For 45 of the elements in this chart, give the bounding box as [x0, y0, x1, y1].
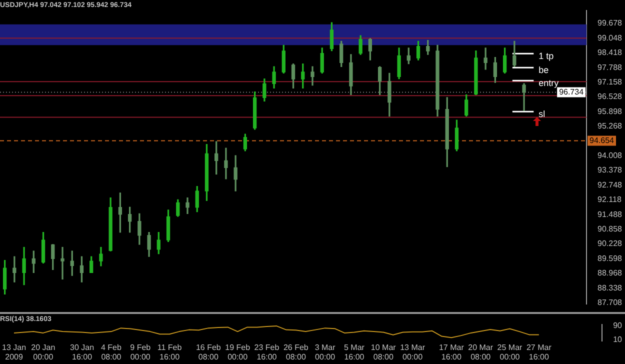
y-tick-label: 98.418 [598, 48, 623, 58]
ref-line-label: be [538, 65, 549, 76]
x-tick-label: 10 Mar 08:00 [370, 342, 396, 362]
y-tick-label: 95.898 [598, 106, 623, 116]
x-tick-label: 9 Feb 00:00 [130, 342, 152, 362]
y-tick-label: 96.528 [598, 92, 623, 102]
y-tick-label: 90.858 [598, 224, 623, 234]
ref-line-label: 1 tp [538, 51, 554, 62]
ref-line-label: 94.654 [590, 136, 615, 145]
y-tick-label: 97.158 [598, 78, 623, 87]
ref-line-label: sl [538, 109, 546, 120]
ref-line-label: 96.734 [559, 87, 584, 96]
y-tick-label: 88.968 [598, 268, 623, 278]
y-tick-label: 99.678 [598, 18, 623, 28]
y-tick-label: 91.488 [598, 210, 623, 219]
y-tick-label: 94.008 [598, 151, 623, 160]
x-tick-label: 20 Mar 08:00 [468, 342, 494, 362]
x-tick-label: 4 Feb 08:00 [100, 342, 122, 362]
y-tick-label: 93.378 [598, 166, 623, 175]
y-tick-label: 90.228 [598, 239, 623, 248]
y-tick-label: 95.268 [598, 122, 623, 131]
y-tick-label: 92.118 [598, 195, 622, 204]
x-tick-label: 25 Mar 00:00 [497, 342, 523, 362]
y-tick-label: 88.338 [598, 283, 623, 292]
x-tick-label: 17 Mar 16:00 [438, 342, 464, 362]
x-tick-label: 27 Mar 16:00 [526, 342, 552, 362]
x-tick-label: 13 Jan 2009 [2, 342, 26, 362]
y-tick-label: 92.748 [598, 180, 623, 190]
x-tick-label: 5 Mar 16:00 [344, 342, 365, 362]
x-tick-label: 26 Feb 08:00 [283, 342, 309, 362]
x-tick-label: 16 Feb 08:00 [196, 342, 222, 362]
y-tick-label: 10 [613, 334, 623, 344]
x-tick-label: 30 Jan 16:00 [70, 342, 94, 362]
y-tick-label: 90 [613, 320, 623, 330]
y-tick-label: 99.048 [598, 33, 623, 42]
x-tick-label: 13 Mar 00:00 [400, 342, 426, 362]
y-tick-label: 89.598 [598, 254, 623, 263]
x-tick-label: 23 Feb 16:00 [254, 342, 280, 362]
x-tick-label: 3 Mar 00:00 [314, 342, 336, 362]
x-tick-label: 20 Jan 00:00 [31, 342, 56, 362]
y-tick-label: 97.788 [598, 62, 623, 72]
x-tick-label: 19 Feb 00:00 [225, 342, 251, 362]
x-tick-label: 11 Feb 16:00 [157, 342, 182, 362]
y-tick-label: 87.708 [598, 298, 623, 308]
ref-line-label: entry [538, 78, 560, 88]
